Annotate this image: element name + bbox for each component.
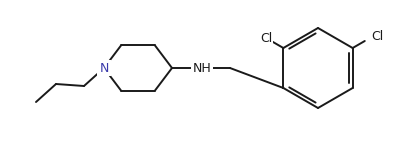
Text: NH: NH (193, 61, 211, 75)
Text: Cl: Cl (372, 30, 384, 44)
Text: N: N (99, 61, 109, 75)
Text: Cl: Cl (260, 32, 272, 45)
